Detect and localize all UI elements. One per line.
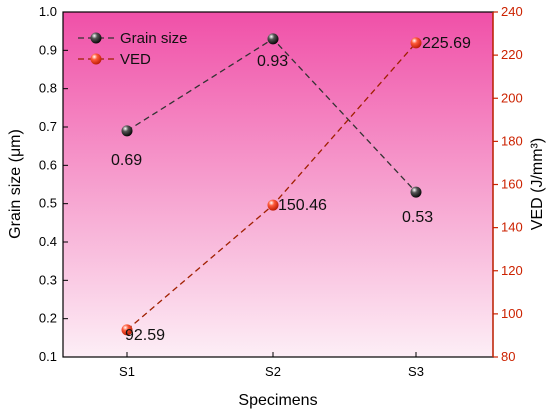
grain-size-point [121,125,133,137]
x-axis: S1 S2 S3 [119,352,424,379]
left-tick-label: 0.8 [39,81,57,96]
x-tick-label: S1 [119,364,135,379]
ved-data-label: 150.46 [278,197,327,214]
left-y-axis: 0.1 0.2 0.3 0.4 0.5 0.6 0.7 0.8 0.9 1.0 [39,4,68,364]
left-tick-label: 0.1 [39,349,57,364]
grain-size-data-label: 0.53 [402,209,433,226]
left-tick-label: 0.4 [39,234,57,249]
left-tick-label: 0.5 [39,196,57,211]
right-tick-label: 100 [501,306,523,321]
left-tick-label: 0.3 [39,272,57,287]
legend-label: Grain size [120,30,188,47]
right-y-axis: 80 100 120 140 160 180 200 220 240 [493,4,523,364]
left-tick-label: 0.2 [39,311,57,326]
grain-size-data-label: 0.69 [111,152,142,169]
left-tick-label: 0.7 [39,119,57,134]
left-axis-title: Grain size (μm) [7,129,24,239]
legend-label: VED [120,51,151,68]
right-tick-label: 160 [501,177,523,192]
grain-size-point [267,33,279,45]
ved-data-label: 225.69 [422,35,471,52]
right-tick-label: 180 [501,133,523,148]
ved-point [410,37,422,49]
legend-marker [90,32,102,44]
left-tick-label: 0.6 [39,157,57,172]
grain-size-data-label: 0.93 [257,53,288,70]
x-tick-label: S2 [265,364,281,379]
left-tick-label: 1.0 [39,4,57,19]
x-axis-title: Specimens [238,392,317,409]
right-tick-label: 80 [501,349,515,364]
ved-point [267,199,279,211]
legend: Grain size VED [78,30,188,68]
left-tick-label: 0.9 [39,42,57,57]
right-tick-label: 220 [501,47,523,62]
series-layer: 0.69 0.93 0.53 92.59 150.46 225.69 [111,33,471,344]
plot-background [63,12,493,357]
grain-size-point [410,186,422,198]
ved-data-label: 92.59 [125,327,165,344]
x-tick-label: S3 [408,364,424,379]
right-tick-label: 140 [501,220,523,235]
ved-point [121,324,133,336]
right-tick-label: 240 [501,4,523,19]
right-tick-label: 200 [501,90,523,105]
right-tick-label: 120 [501,263,523,278]
right-axis-title: VED (J/mm³) [529,138,546,230]
legend-marker [90,53,102,65]
